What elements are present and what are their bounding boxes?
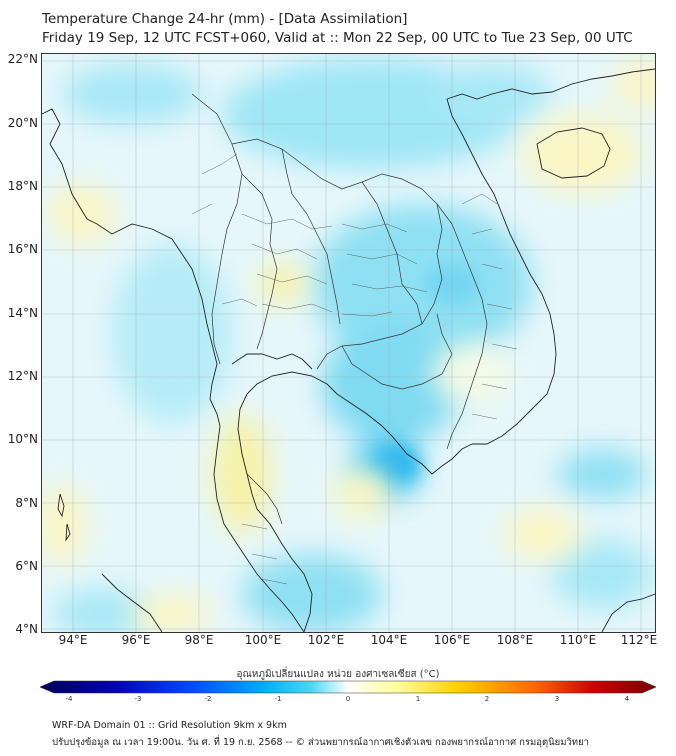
lat-label: 4°N [15,622,38,636]
lat-label: 10°N [7,432,38,446]
lon-label: 110°E [559,633,597,647]
map-subtitle: Friday 19 Sep, 12 UTC FCST+060, Valid at… [42,30,633,46]
colorbar-tick: 4 [624,695,630,703]
lat-label: 20°N [7,116,38,130]
colorbar-tick: 0 [345,695,351,703]
colorbar-tick: 1 [415,695,421,703]
lat-label: 12°N [7,369,38,383]
colorbar-tick: 3 [554,695,560,703]
footer-credit: ปรับปรุงข้อมูล ณ เวลา 19:00น. วัน ศ. ที่… [52,737,589,748]
cooling-areas [52,59,652,632]
lat-label: 6°N [15,559,38,573]
lon-label: 108°E [496,633,534,647]
colorbar-tick: -2 [204,695,212,703]
border-icon [191,93,488,525]
lon-label: 94°E [58,633,88,647]
lon-label: 112°E [620,633,658,647]
footer-model-info: WRF-DA Domain 01 :: Grid Resolution 9km … [52,720,287,731]
lat-label: 22°N [7,52,38,66]
map-title: Temperature Change 24-hr (mm) - [Data As… [42,11,408,27]
colorbar-scale [39,680,657,694]
colorbar [39,679,657,694]
lon-label: 104°E [370,633,408,647]
colorbar-title: อุณหภูมิเปลี่ยนแปลง หน่วย องศาเซลเซียส (… [236,669,440,680]
gridlines [42,54,655,632]
lat-label: 14°N [7,306,38,320]
coastline-icon [42,68,655,632]
lon-label: 102°E [307,633,345,647]
lat-label: 16°N [7,242,38,256]
lon-label: 96°E [121,633,151,647]
colorbar-tick: -3 [134,695,142,703]
lon-label: 100°E [244,633,282,647]
province-lines [191,153,518,585]
colorbar-tick: -1 [274,695,282,703]
lat-label: 18°N [7,179,38,193]
lat-label: 8°N [15,496,38,510]
colorbar-tick: 2 [484,695,490,703]
colorbar-tick: -4 [65,695,73,703]
lon-label: 98°E [184,633,214,647]
map-panel [41,53,656,633]
lon-label: 106°E [433,633,471,647]
